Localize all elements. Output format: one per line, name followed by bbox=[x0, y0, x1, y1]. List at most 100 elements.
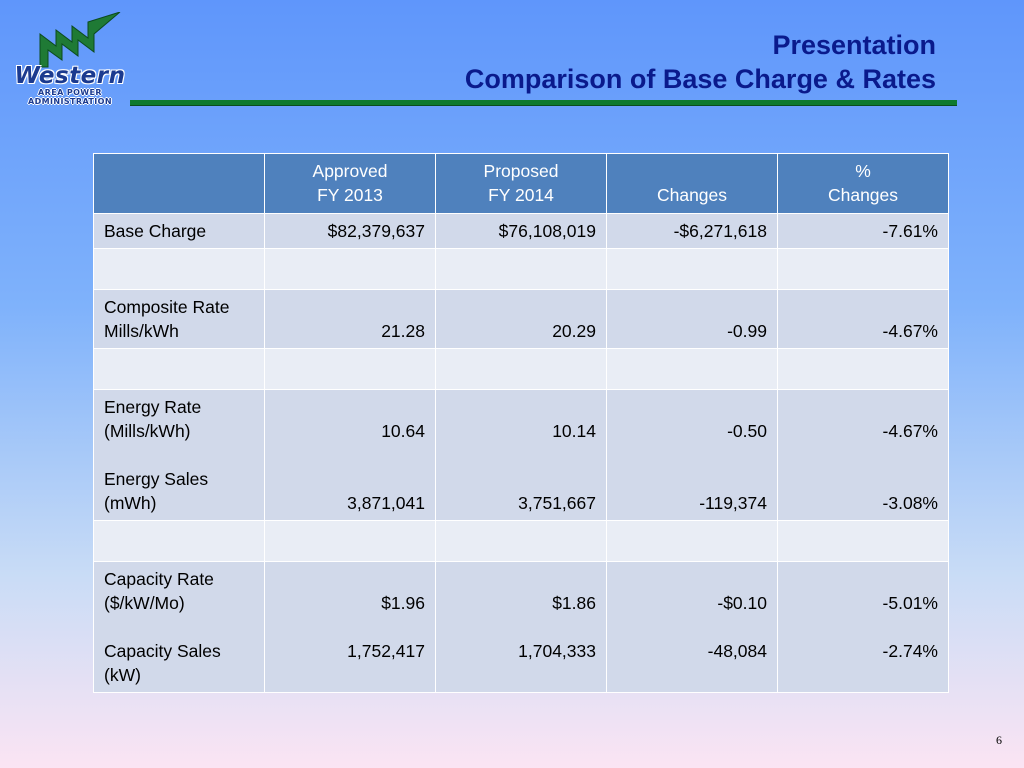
cell-line bbox=[275, 615, 425, 639]
table-cell-approved bbox=[264, 348, 436, 390]
table-cell-pct: -7.61% bbox=[777, 213, 949, 249]
logo-subtitle-1: AREA POWER bbox=[38, 88, 102, 97]
table-cell-changes bbox=[606, 248, 778, 290]
cell-line bbox=[788, 443, 938, 467]
cell-line: 20.29 bbox=[552, 321, 596, 341]
cell-line bbox=[617, 295, 767, 319]
table-cell-changes: -0.99 bbox=[606, 289, 778, 349]
table-cell-label: Energy Rate (Mills/kWh) Energy Sales (mWh) bbox=[93, 389, 265, 521]
cell-line: 1,704,333 bbox=[518, 641, 596, 661]
cell-line bbox=[104, 615, 254, 639]
header-pct-line1: % bbox=[855, 161, 871, 181]
header-proposed-line1: Proposed bbox=[483, 161, 559, 181]
title-divider bbox=[130, 100, 957, 105]
cell-line bbox=[617, 663, 767, 687]
header-pct-line2: Changes bbox=[827, 185, 899, 205]
table-cell-pct bbox=[777, 520, 949, 562]
cell-line: Energy Sales bbox=[104, 469, 209, 489]
table-cell-pct: -4.67% bbox=[777, 289, 949, 349]
table-cell-approved: 21.28 bbox=[264, 289, 436, 349]
table-cell-approved bbox=[264, 248, 436, 290]
cell-line bbox=[275, 395, 425, 419]
table-cell-pct: -5.01% -2.74% bbox=[777, 561, 949, 693]
cell-line bbox=[446, 663, 596, 687]
table-cell-pct bbox=[777, 248, 949, 290]
cell-line bbox=[617, 467, 767, 491]
logo-name: Western bbox=[14, 63, 126, 89]
table-cell-label bbox=[93, 520, 265, 562]
cell-line bbox=[788, 467, 938, 491]
cell-line bbox=[446, 467, 596, 491]
cell-line: -$0.10 bbox=[717, 593, 767, 613]
cell-line: 21.28 bbox=[381, 321, 425, 341]
table-cell-proposed: $1.86 1,704,333 bbox=[435, 561, 607, 693]
table-cell-pct: -4.67% -3.08% bbox=[777, 389, 949, 521]
table-cell-changes: -$0.10 -48,084 bbox=[606, 561, 778, 693]
cell-line: -4.67% bbox=[882, 321, 938, 341]
header-approved-line2: FY 2013 bbox=[317, 185, 383, 205]
cell-line bbox=[275, 567, 425, 591]
table-cell-label: Composite Rate Mills/kWh bbox=[93, 289, 265, 349]
cell-line: $82,379,637 bbox=[327, 221, 425, 241]
cell-line bbox=[788, 663, 938, 687]
cell-line: -3.08% bbox=[882, 493, 938, 513]
table-row: Energy Rate (Mills/kWh) Energy Sales (mWh) 1… bbox=[93, 389, 949, 521]
title-line-2: Comparison of Base Charge & Rates bbox=[464, 64, 936, 94]
cell-line bbox=[275, 467, 425, 491]
table-spacer-row bbox=[93, 520, 949, 562]
table-cell-proposed bbox=[435, 248, 607, 290]
cell-line bbox=[617, 443, 767, 467]
table-row: Base Charge $82,379,637 $76,108,019 -$6,271… bbox=[93, 213, 949, 249]
table-cell-label: Base Charge bbox=[93, 213, 265, 249]
page-number: 6 bbox=[996, 733, 1002, 747]
cell-line: (kW) bbox=[104, 665, 141, 685]
cell-line: Mills/kWh bbox=[104, 321, 179, 341]
cell-line: 3,871,041 bbox=[347, 493, 425, 513]
table-cell-proposed: 10.14 3,751,667 bbox=[435, 389, 607, 521]
cell-line: -2.74% bbox=[882, 641, 938, 661]
cell-line: Capacity Sales bbox=[104, 641, 221, 661]
cell-line: 10.64 bbox=[381, 421, 425, 441]
cell-line bbox=[788, 567, 938, 591]
table-cell-proposed bbox=[435, 348, 607, 390]
cell-line bbox=[275, 295, 425, 319]
cell-line bbox=[617, 615, 767, 639]
cell-line: -$6,271,618 bbox=[673, 221, 767, 241]
cell-line: ($/kW/Mo) bbox=[104, 593, 185, 613]
header-proposed-line2: FY 2014 bbox=[488, 185, 554, 205]
cell-line: $1.86 bbox=[552, 593, 596, 613]
cell-line: Capacity Rate bbox=[104, 569, 214, 589]
cell-line: Energy Rate bbox=[104, 397, 202, 417]
slide-title: Presentation Comparison of Base Charge &… bbox=[465, 28, 936, 96]
table-cell-label bbox=[93, 248, 265, 290]
cell-line bbox=[788, 395, 938, 419]
cell-line: $1.96 bbox=[381, 593, 425, 613]
cell-line: Composite Rate bbox=[104, 297, 230, 317]
cell-line bbox=[275, 663, 425, 687]
table-body: Base Charge $82,379,637 $76,108,019 -$6,271… bbox=[93, 213, 949, 693]
header-cell-changes: Changes bbox=[606, 153, 778, 214]
table-cell-changes: -$6,271,618 bbox=[606, 213, 778, 249]
table-cell-approved: $1.96 1,752,417 bbox=[264, 561, 436, 693]
table-cell-label: Capacity Rate ($/kW/Mo) Capacity Sales (kW) bbox=[93, 561, 265, 693]
cell-line bbox=[446, 567, 596, 591]
western-logo: Western AREA POWER ADMINISTRATION bbox=[10, 12, 130, 112]
cell-line: (Mills/kWh) bbox=[104, 421, 191, 441]
cell-line: (mWh) bbox=[104, 493, 157, 513]
header-cell-approved: Approved FY 2013 bbox=[264, 153, 436, 214]
cell-line: -0.50 bbox=[727, 421, 767, 441]
title-line-1: Presentation bbox=[772, 30, 936, 60]
header-approved-line1: Approved bbox=[312, 161, 388, 181]
cell-line bbox=[788, 615, 938, 639]
table-cell-label bbox=[93, 348, 265, 390]
table-cell-approved: $82,379,637 bbox=[264, 213, 436, 249]
header-cell-label bbox=[93, 153, 265, 214]
cell-line bbox=[617, 395, 767, 419]
table-cell-changes bbox=[606, 348, 778, 390]
cell-line: 1,752,417 bbox=[347, 641, 425, 661]
table-cell-approved: 10.64 3,871,041 bbox=[264, 389, 436, 521]
header-changes-line2: Changes bbox=[656, 185, 728, 205]
table-row: Composite Rate Mills/kWh 21.28 20.29 -0.99 -4… bbox=[93, 289, 949, 349]
cell-line: 10.14 bbox=[552, 421, 596, 441]
table-spacer-row bbox=[93, 248, 949, 290]
